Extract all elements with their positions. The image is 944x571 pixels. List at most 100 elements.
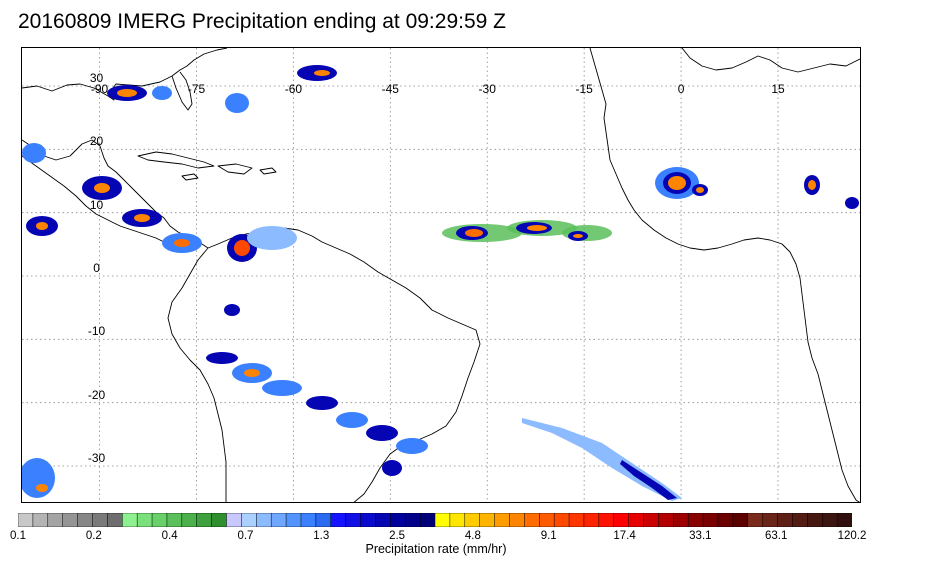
precipitation-layer [22,65,859,501]
colorbar-swatch [107,513,123,527]
colorbar-swatch [226,513,242,527]
colorbar-swatch [717,513,734,527]
colorbar-swatch [509,513,525,527]
colorbar-swatch [553,513,570,527]
precipitation-map: -90 -75 -60 -45 -30 -15 0 15 30 20 10 0 -10 -20 -30 [21,47,861,503]
longitude-label: -30 [478,82,496,96]
colorbar-tick-label: 9.1 [540,530,557,542]
colorbar-swatch [32,513,49,527]
colorbar-swatch [62,513,79,527]
colorbar-swatch [315,513,332,527]
coastlines [22,48,860,502]
colorbar-swatch [270,513,287,527]
coastline-puerto-rico [259,167,277,175]
colorbar-tick-label: 63.1 [764,530,788,542]
map-canvas [22,48,860,502]
colorbar-swatch [524,513,540,527]
colorbar-swatch [136,513,153,527]
colorbar-swatch [539,513,555,527]
colorbar-swatch [702,513,719,527]
colorbar-swatch [732,513,749,527]
coastline-mexico [22,139,209,249]
colorbar [18,513,852,527]
colorbar-swatch [464,513,481,527]
longitude-label: -60 [284,82,303,96]
colorbar-swatch [568,513,585,527]
latitude-label: -10 [87,324,106,339]
longitude-label: -75 [187,82,206,96]
colorbar-swatch [241,513,257,527]
longitude-label: 15 [771,82,785,96]
colorbar-swatch [658,513,674,527]
colorbar-tick-label: 0.4 [161,530,178,542]
colorbar-tick-label: 17.4 [613,530,636,542]
colorbar-swatch [613,513,630,527]
coastline-africa [589,48,860,502]
coastline-florida [171,71,193,111]
coastline-cuba [137,151,215,169]
colorbar-swatch [166,513,183,527]
coastline-south-america [167,227,481,502]
colorbar-swatch [598,513,615,527]
colorbar-swatch [181,513,198,527]
colorbar-swatch [479,513,496,527]
colorbar-swatch [777,513,793,527]
colorbar-swatch [285,513,302,527]
coastline-europe [681,48,860,73]
latitude-label: -30 [87,451,106,465]
colorbar-tick-label: 33.1 [689,530,712,542]
colorbar-swatch [330,513,347,527]
colorbar-swatch [792,513,808,527]
colorbar-swatch [747,513,764,527]
colorbar-swatch [92,513,108,527]
longitude-label: 0 [677,82,685,96]
colorbar-swatch [375,513,391,527]
colorbar-labels: 0.1 0.2 0.4 0.7 1.3 2.5 4.8 9.1 17.4 33.1 63.1 120.… [0,530,944,546]
colorbar-swatch [196,513,213,527]
latitude-label: -20 [87,387,106,402]
colorbar-caption: Precipitation rate (mm/hr) [365,542,507,556]
colorbar-tick-label: 0.2 [85,530,102,542]
colorbar-swatch [18,513,34,527]
colorbar-swatch [151,513,168,527]
colorbar-tick-label: 1.3 [313,530,330,542]
colorbar-tick-label: 120.2 [837,530,867,542]
colorbar-swatch [583,513,600,527]
colorbar-tick-label: 2.5 [389,530,406,542]
colorbar-swatch [687,513,704,527]
colorbar-swatch [419,513,436,527]
colorbar-swatch [494,513,511,527]
colorbar-swatch [300,513,317,527]
colorbar-swatch [762,513,779,527]
colorbar-swatch [211,513,228,527]
latitude-label: 20 [89,134,104,149]
colorbar-swatch [643,513,659,527]
latitude-label: 10 [89,197,104,212]
map-title: 20160809 IMERG Precipitation ending at 0… [18,10,506,33]
colorbar-swatch [345,513,362,527]
longitude-label: -45 [381,82,399,96]
coastline-central-america-pacific [22,155,179,249]
coastline-hispaniola [217,163,253,175]
colorbar-swatch [77,513,94,527]
graticule [22,48,860,502]
colorbar-swatch [673,513,689,527]
colorbar-tick-label: 4.8 [464,530,481,542]
colorbar-swatch [256,513,272,527]
latitude-label: 0 [93,261,100,275]
colorbar-swatch [390,513,406,527]
colorbar-swatch [404,513,421,527]
colorbar-swatch [360,513,376,527]
coastline-jamaica [181,173,199,181]
colorbar-swatch [807,513,823,527]
longitude-label: -90 [90,82,109,96]
colorbar-swatch [47,513,64,527]
longitude-label: -15 [575,82,593,96]
colorbar-tick-label: 0.1 [10,530,26,542]
colorbar-swatch [449,513,466,527]
colorbar-tick-label: 0.7 [237,530,254,542]
coastline-north-america [22,48,228,101]
colorbar-swatch [836,513,852,527]
colorbar-swatch [628,513,645,527]
colorbar-swatch [122,513,138,527]
